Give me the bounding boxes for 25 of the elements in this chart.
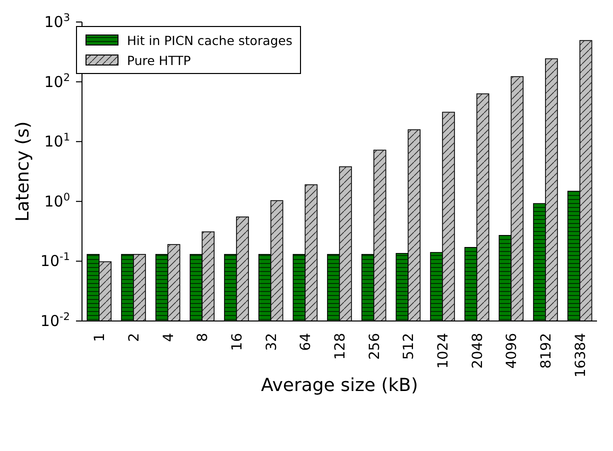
y-tick-label: 10$^{-2}$ — [40, 311, 70, 330]
x-tick-label: 512 — [401, 333, 418, 360]
y-tick-label: 10$^{2}$ — [44, 72, 70, 91]
x-tick-label: 128 — [332, 333, 348, 360]
x-tick-label: 8 — [195, 333, 212, 342]
x-tick-label: 32 — [264, 333, 280, 351]
legend-label: Pure HTTP — [127, 52, 191, 68]
y-tick-label: 10$^{3}$ — [44, 12, 70, 31]
y-tick-label: 10$^{-1}$ — [40, 251, 70, 270]
x-tick-label: 2048 — [470, 333, 486, 369]
x-tick-label: 8192 — [538, 333, 554, 369]
y-tick-label: 10$^{0}$ — [44, 191, 70, 210]
legend-label: Hit in PICN cache storages — [127, 32, 292, 48]
x-axis-title: Average size (kB) — [260, 375, 418, 396]
x-tick-label: 4096 — [504, 332, 520, 369]
x-tick-label: 2 — [126, 333, 142, 342]
x-tick-label: 4 — [160, 332, 177, 342]
x-tick-label: 16384 — [572, 332, 589, 378]
y-tick-label: 10$^{1}$ — [44, 132, 70, 151]
x-tick-label: 1 — [92, 333, 108, 342]
x-tick-label: 64 — [298, 332, 314, 351]
y-axis-title: Latency (s) — [12, 121, 34, 222]
x-tick-label: 256 — [366, 332, 383, 360]
x-tick-label: 1024 — [436, 332, 452, 369]
x-tick-label: 16 — [230, 332, 246, 351]
